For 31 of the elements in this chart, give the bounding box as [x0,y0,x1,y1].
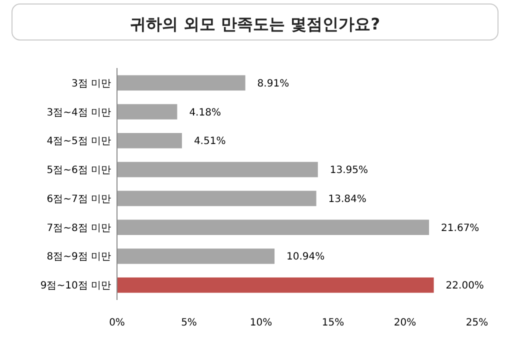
data-label: 13.95% [330,165,368,176]
data-label: 4.18% [189,107,221,118]
data-label: 21.67% [441,222,480,234]
y-tick-label: 6점~7점 미만 [46,194,111,205]
bar [117,190,316,206]
x-tick-label: 0% [109,318,125,328]
y-tick-label: 9점~10점 미만 [40,280,111,292]
y-tick-label: 3점~4점 미만 [46,107,111,118]
data-label: 13.84% [328,194,366,205]
data-label: 4.51% [194,136,226,148]
data-label: 8.91% [257,78,290,90]
data-label: 22.00% [446,280,484,292]
y-tick-label: 3점 미만 [71,78,111,90]
y-tick-label: 7점~8점 미만 [46,222,111,234]
y-tick-label: 4점~5점 미만 [46,136,111,148]
x-tick-label: 15% [322,318,344,328]
bar [117,248,275,264]
bar [117,133,182,148]
x-tick-label: 5% [181,318,197,328]
bar [117,220,430,235]
bar [117,162,318,178]
y-tick-label: 8점~9점 미만 [46,252,111,263]
bar [117,277,434,293]
y-tick-label: 5점~6점 미만 [46,165,111,176]
data-label: 10.94% [286,252,325,263]
x-tick-label: 20% [394,318,416,328]
bar [117,104,178,120]
bar [117,75,246,91]
chart-title: 귀하의 외모 만족도는 몇점인가요? [130,14,380,34]
x-tick-label: 10% [250,318,272,328]
x-tick-label: 25% [466,318,488,328]
